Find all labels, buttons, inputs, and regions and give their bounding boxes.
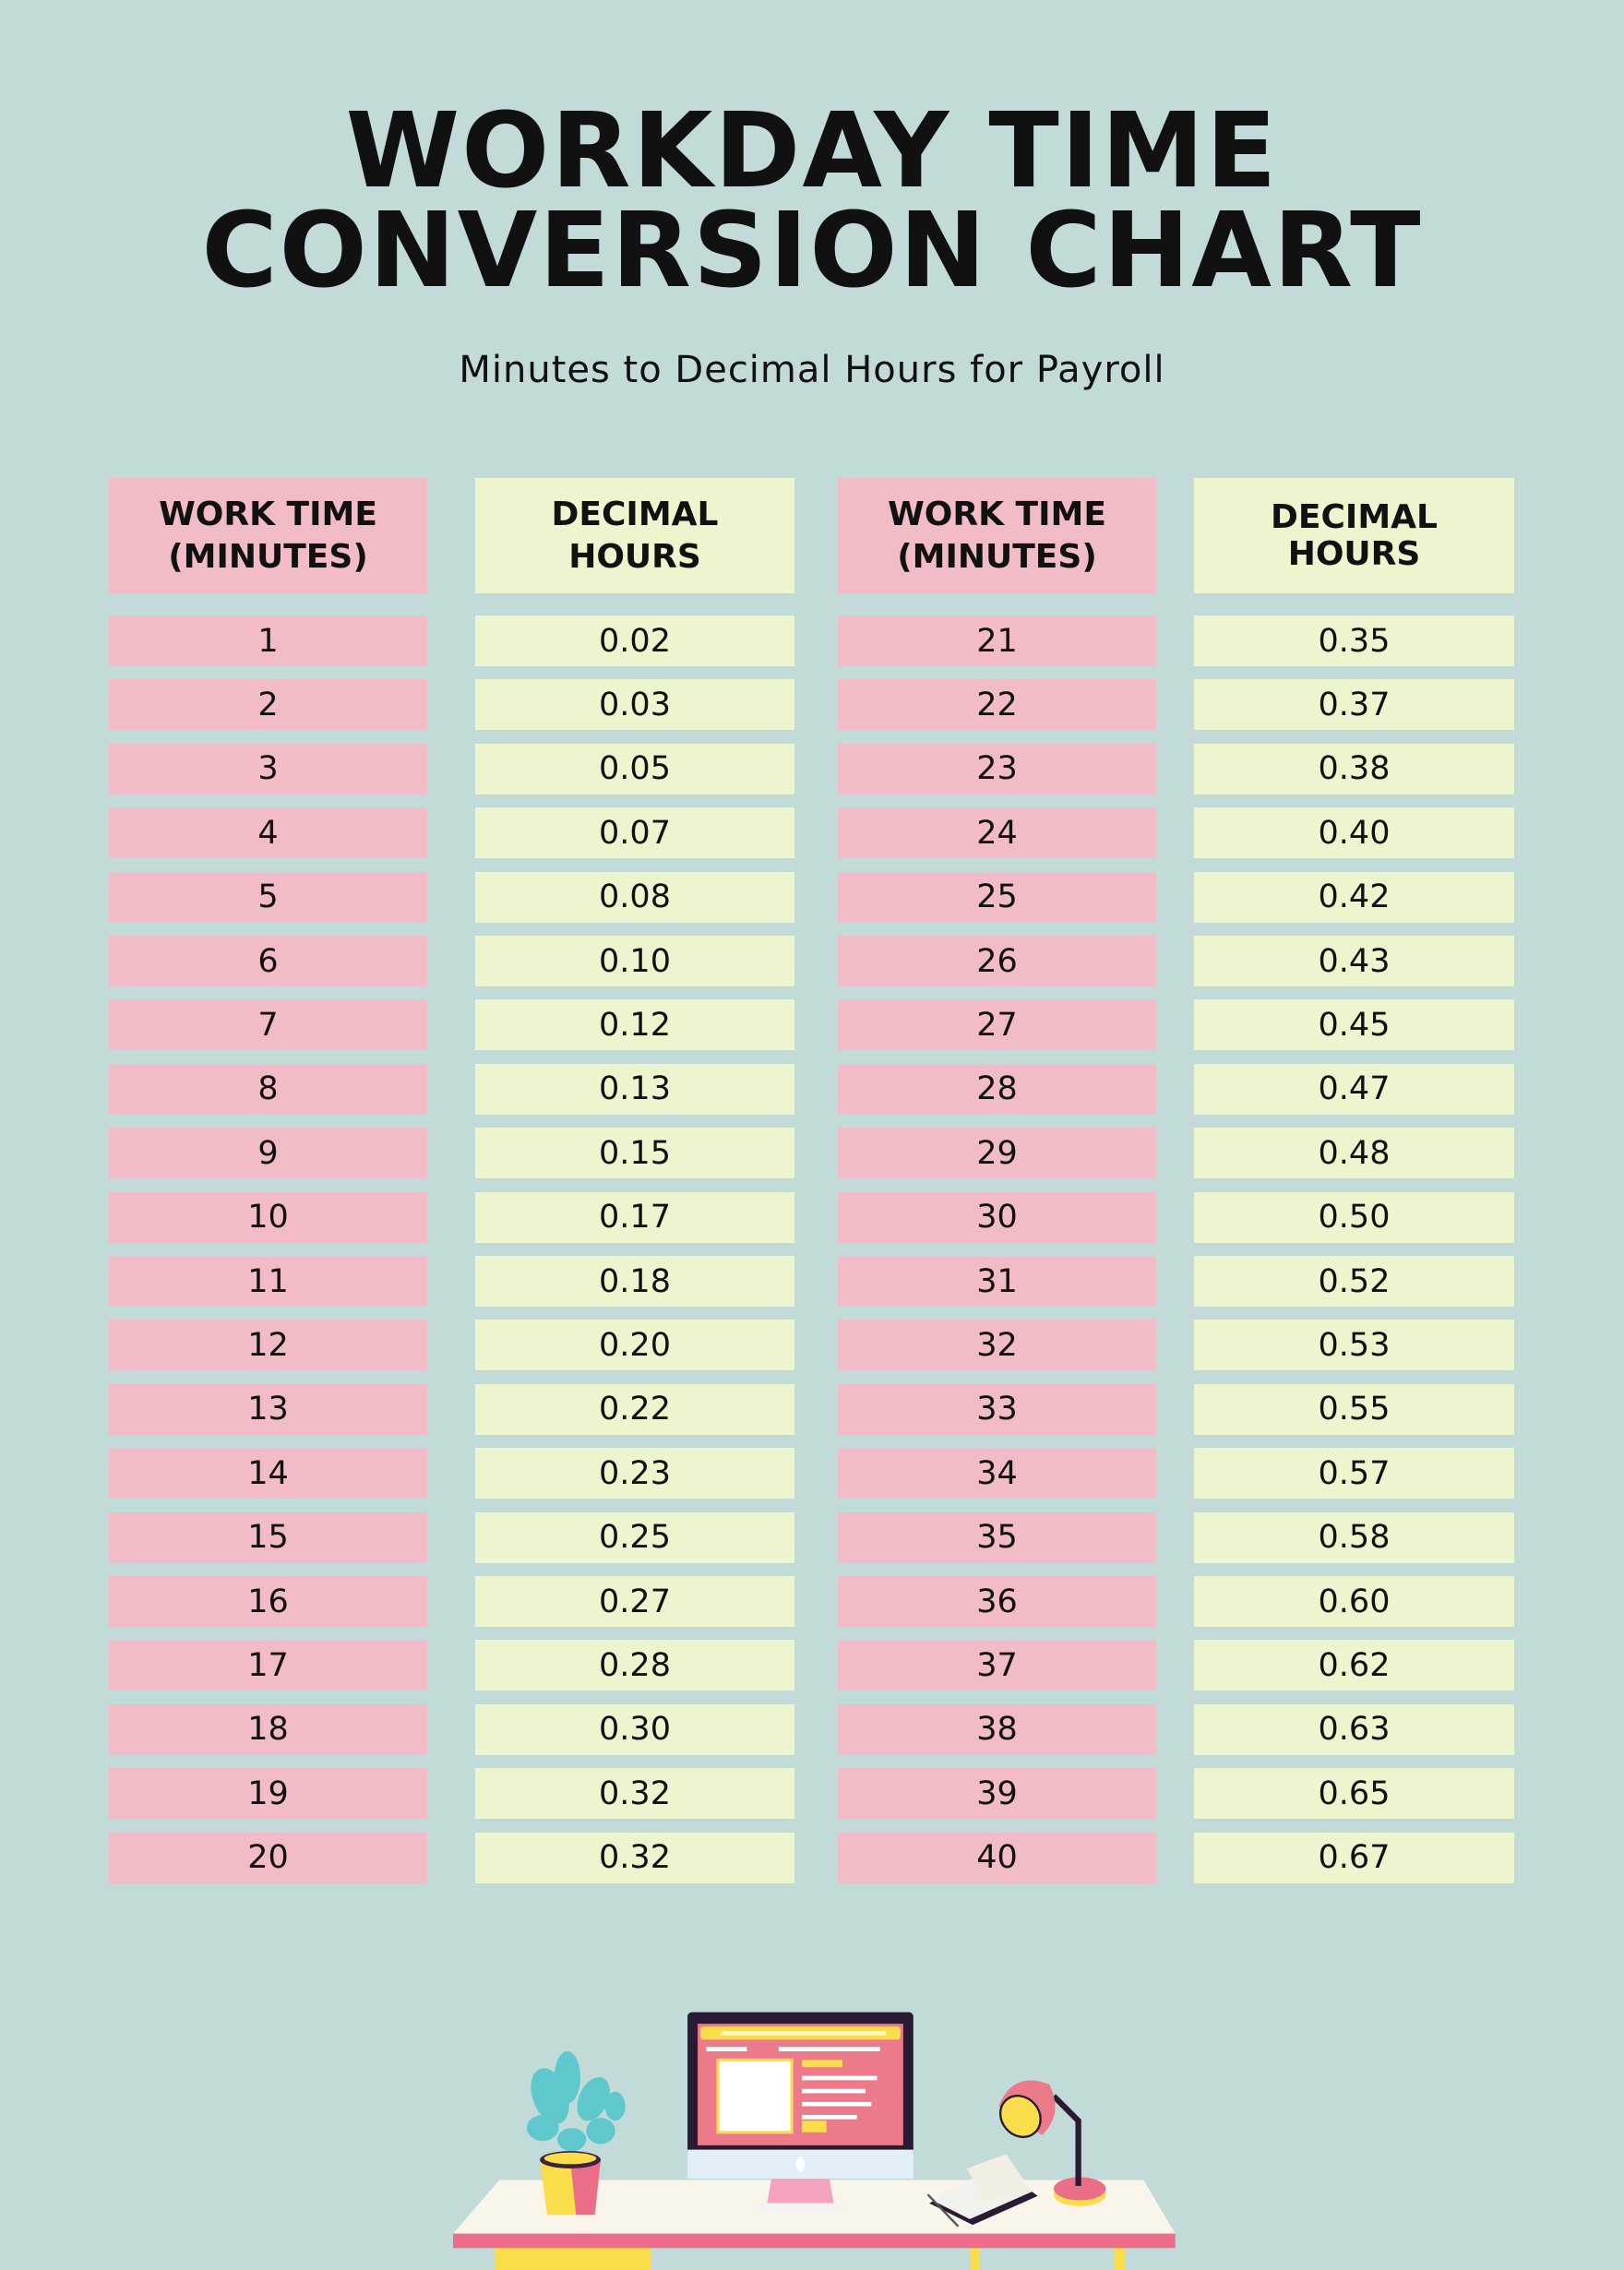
decimal-hours-cell: 0.15 xyxy=(475,1128,794,1179)
decimal-hours-cell: 0.43 xyxy=(1194,936,1514,986)
decimal-hours-cell: 0.10 xyxy=(475,936,794,986)
title-line-2: CONVERSION CHART xyxy=(201,191,1423,311)
decimal-hours-cell: 0.57 xyxy=(1194,1448,1514,1499)
decimal-hours-cell: 0.05 xyxy=(475,743,794,794)
monitor xyxy=(687,2012,914,2213)
decimal-hours-cell: 0.30 xyxy=(475,1703,794,1755)
decimal-hours-cell: 0.42 xyxy=(1194,871,1514,923)
decimal-hours-cell: 0.18 xyxy=(475,1256,794,1307)
minutes-cell: 10 xyxy=(109,1191,427,1243)
header-decimal-right: DECIMAL HOURS xyxy=(1194,478,1514,593)
decimal-hours-cell: 0.08 xyxy=(475,871,794,923)
minutes-cell: 2 xyxy=(109,679,427,731)
minutes-cell: 35 xyxy=(838,1511,1156,1563)
decimal-hours-cell: 0.62 xyxy=(1194,1640,1514,1691)
header-minutes-right: WORK TIME (MINUTES) xyxy=(838,478,1156,593)
decimal-hours-cell: 0.52 xyxy=(1194,1256,1514,1307)
decimal-hours-cell: 0.63 xyxy=(1194,1703,1514,1755)
minutes-cell: 25 xyxy=(838,871,1156,923)
decimal-hours-cell: 0.28 xyxy=(475,1640,794,1691)
decimal-hours-cell: 0.65 xyxy=(1194,1768,1514,1820)
minutes-cell: 26 xyxy=(838,936,1156,986)
minutes-cell: 34 xyxy=(838,1448,1156,1499)
minutes-cell: 32 xyxy=(838,1320,1156,1371)
minutes-cell: 36 xyxy=(838,1576,1156,1627)
minutes-cell: 30 xyxy=(838,1191,1156,1243)
minutes-cell: 29 xyxy=(838,1128,1156,1179)
title-line-1: WORKDAY TIME xyxy=(345,91,1279,211)
plant xyxy=(526,2050,626,2216)
decimal-hours-cell: 0.03 xyxy=(475,679,794,731)
minutes-cell: 17 xyxy=(109,1640,427,1691)
decimal-hours-cell: 0.45 xyxy=(1194,999,1514,1051)
minutes-cell: 11 xyxy=(109,1256,427,1307)
decimal-hours-cell: 0.53 xyxy=(1194,1320,1514,1371)
decimal-hours-cell: 0.13 xyxy=(475,1063,794,1115)
minutes-cell: 15 xyxy=(109,1511,427,1563)
minutes-cell: 18 xyxy=(109,1703,427,1755)
minutes-cell: 28 xyxy=(838,1063,1156,1115)
minutes-cell: 24 xyxy=(838,807,1156,859)
minutes-cell: 31 xyxy=(838,1256,1156,1307)
decimal-hours-cell: 0.37 xyxy=(1194,679,1514,731)
minutes-cell: 14 xyxy=(109,1448,427,1499)
decimal-hours-cell: 0.50 xyxy=(1194,1191,1514,1243)
decimal-hours-cell: 0.55 xyxy=(1194,1383,1514,1435)
minutes-cell: 6 xyxy=(109,936,427,986)
minutes-cell: 12 xyxy=(109,1320,427,1371)
desk-lamp xyxy=(998,2080,1106,2206)
decimal-hours-cell: 0.67 xyxy=(1194,1832,1514,1883)
minutes-cell: 8 xyxy=(109,1063,427,1115)
minutes-cell: 22 xyxy=(838,679,1156,731)
decimal-hours-cell: 0.12 xyxy=(475,999,794,1051)
decimal-hours-cell: 0.20 xyxy=(475,1320,794,1371)
decimal-hours-cell: 0.38 xyxy=(1194,743,1514,794)
decimal-hours-cell: 0.22 xyxy=(475,1383,794,1435)
minutes-cell: 27 xyxy=(838,999,1156,1051)
book xyxy=(926,2154,1038,2228)
decimal-hours-cell: 0.40 xyxy=(1194,807,1514,859)
minutes-cell: 16 xyxy=(109,1576,427,1627)
decimal-hours-cell: 0.17 xyxy=(475,1191,794,1243)
minutes-cell: 5 xyxy=(109,871,427,923)
decimal-hours-cell: 0.23 xyxy=(475,1448,794,1499)
decimal-hours-cell: 0.32 xyxy=(475,1832,794,1883)
minutes-cell: 1 xyxy=(109,615,427,666)
minutes-cell: 13 xyxy=(109,1383,427,1435)
decimal-hours-cell: 0.60 xyxy=(1194,1576,1514,1627)
minutes-cell: 4 xyxy=(109,807,427,859)
page-subtitle: Minutes to Decimal Hours for Payroll xyxy=(459,349,1165,391)
minutes-cell: 38 xyxy=(838,1703,1156,1755)
decimal-hours-cell: 0.58 xyxy=(1194,1511,1514,1563)
minutes-cell: 20 xyxy=(109,1832,427,1883)
decimal-hours-cell: 0.32 xyxy=(475,1768,794,1820)
minutes-cell: 7 xyxy=(109,999,427,1051)
minutes-cell: 9 xyxy=(109,1128,427,1179)
decimal-hours-cell: 0.47 xyxy=(1194,1063,1514,1115)
header-minutes-left: WORK TIME (MINUTES) xyxy=(109,478,427,593)
decimal-hours-cell: 0.07 xyxy=(475,807,794,859)
minutes-cell: 23 xyxy=(838,743,1156,794)
decimal-hours-cell: 0.25 xyxy=(475,1511,794,1563)
header-decimal-left: DECIMAL HOURS xyxy=(475,478,794,593)
minutes-cell: 39 xyxy=(838,1768,1156,1820)
decimal-hours-cell: 0.02 xyxy=(475,615,794,666)
minutes-cell: 37 xyxy=(838,1640,1156,1691)
minutes-cell: 33 xyxy=(838,1383,1156,1435)
minutes-cell: 40 xyxy=(838,1832,1156,1883)
decimal-hours-cell: 0.35 xyxy=(1194,615,1514,666)
minutes-cell: 3 xyxy=(109,743,427,794)
minutes-cell: 21 xyxy=(838,615,1156,666)
decimal-hours-cell: 0.27 xyxy=(475,1576,794,1627)
minutes-cell: 19 xyxy=(109,1768,427,1820)
decimal-hours-cell: 0.48 xyxy=(1194,1128,1514,1179)
page-title: WORKDAY TIME CONVERSION CHART xyxy=(0,91,1624,311)
